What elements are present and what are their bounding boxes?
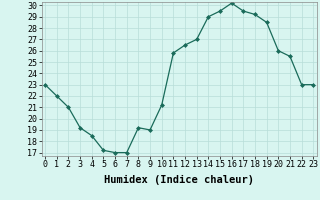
- X-axis label: Humidex (Indice chaleur): Humidex (Indice chaleur): [104, 175, 254, 185]
